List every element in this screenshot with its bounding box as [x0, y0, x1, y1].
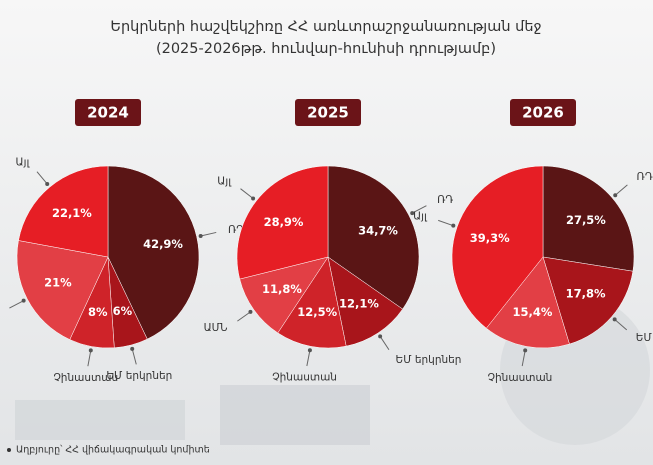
leader-line [412, 205, 427, 214]
pie-slice [542, 256, 634, 345]
category-label: Այլ [217, 175, 232, 187]
value-label: 21% [44, 275, 72, 289]
leader-line [306, 350, 311, 367]
source: Աղբյուրը՝ ՀՀ վիճակագրական կոմիտե [16, 445, 210, 456]
chart-title: 2024 [87, 104, 129, 122]
leader-dot [378, 334, 383, 339]
pie-slice [451, 165, 544, 329]
leader-dot [612, 317, 617, 322]
value-label: 22,1% [52, 206, 92, 220]
value-label: 39,3% [470, 231, 510, 245]
leader-dot [198, 233, 203, 238]
value-label: 27,5% [566, 213, 606, 227]
pie-slice [542, 165, 635, 272]
value-label: 28,9% [264, 215, 304, 229]
leader-dot [130, 346, 135, 351]
leader-dot [410, 211, 415, 216]
chart-title: 2025 [307, 104, 349, 122]
pie-slice [327, 165, 420, 310]
value-label: 42,9% [143, 237, 183, 251]
bullet [7, 448, 11, 452]
leader-dot [251, 196, 256, 201]
year-badge [75, 99, 141, 126]
category-label: Այլ [413, 210, 428, 222]
chart-title: 2026 [522, 104, 564, 122]
leader-dot [45, 181, 50, 186]
value-label: 8% [88, 305, 108, 319]
leader-dot [21, 298, 26, 303]
pie-slice [327, 256, 403, 347]
category-label: ԱՄՆ [204, 322, 228, 334]
value-label: 6% [113, 304, 133, 318]
value-label: 15,4% [512, 305, 552, 319]
leader-line [438, 219, 454, 227]
category-label: Չինաստան [53, 372, 118, 384]
pie-slice [107, 165, 200, 340]
pie-slice [485, 256, 570, 349]
leader-dot [523, 348, 528, 353]
value-label: 12,1% [339, 297, 379, 311]
leader-dot [613, 193, 618, 198]
subtitle: (2025-2026թթ. հունվար-հունիսի դրությամբ) [156, 41, 496, 57]
leader-line [614, 318, 628, 331]
value-label: 34,7% [358, 223, 398, 237]
leader-dot [307, 348, 312, 353]
ship-decoration [15, 400, 185, 440]
leader-line [237, 311, 251, 322]
category-label: Չինաստան [488, 372, 553, 384]
value-label: 12,5% [297, 305, 337, 319]
pie-slice [239, 256, 329, 334]
leader-line [200, 231, 217, 237]
leader-line [131, 348, 137, 365]
leader-line [36, 171, 48, 185]
category-label: ՌԴ [437, 194, 453, 206]
pie-slice [16, 240, 109, 340]
pie-slice [277, 256, 347, 349]
leader-dot [451, 223, 456, 228]
year-badge [295, 99, 361, 126]
leader-line [379, 336, 390, 351]
leader-line [9, 300, 24, 309]
leader-line [521, 350, 526, 367]
leader-line [87, 350, 92, 367]
value-label: 11,8% [262, 282, 302, 296]
title: Երկրների հաշվեկշիռը ՀՀ առևտրաշրջանառությ… [110, 19, 541, 35]
category-label: ԵՄ երկրներ [106, 370, 172, 382]
pie-slice [18, 165, 109, 258]
pie-slice [236, 165, 329, 280]
value-label: 17,8% [566, 287, 606, 301]
truck-decoration [220, 385, 370, 445]
category-label: Այլ [16, 156, 31, 168]
category-label: ՌԴ [637, 171, 653, 183]
category-label: Չինաստան [272, 372, 337, 384]
leader-dot [248, 309, 253, 314]
leader-line [240, 188, 254, 199]
category-label: ԵՄ երկրներ [396, 354, 462, 366]
category-label: ԵՄ երկրներ [636, 332, 653, 344]
leader-line [614, 184, 628, 196]
year-badge [510, 99, 576, 126]
leader-dot [88, 348, 93, 353]
